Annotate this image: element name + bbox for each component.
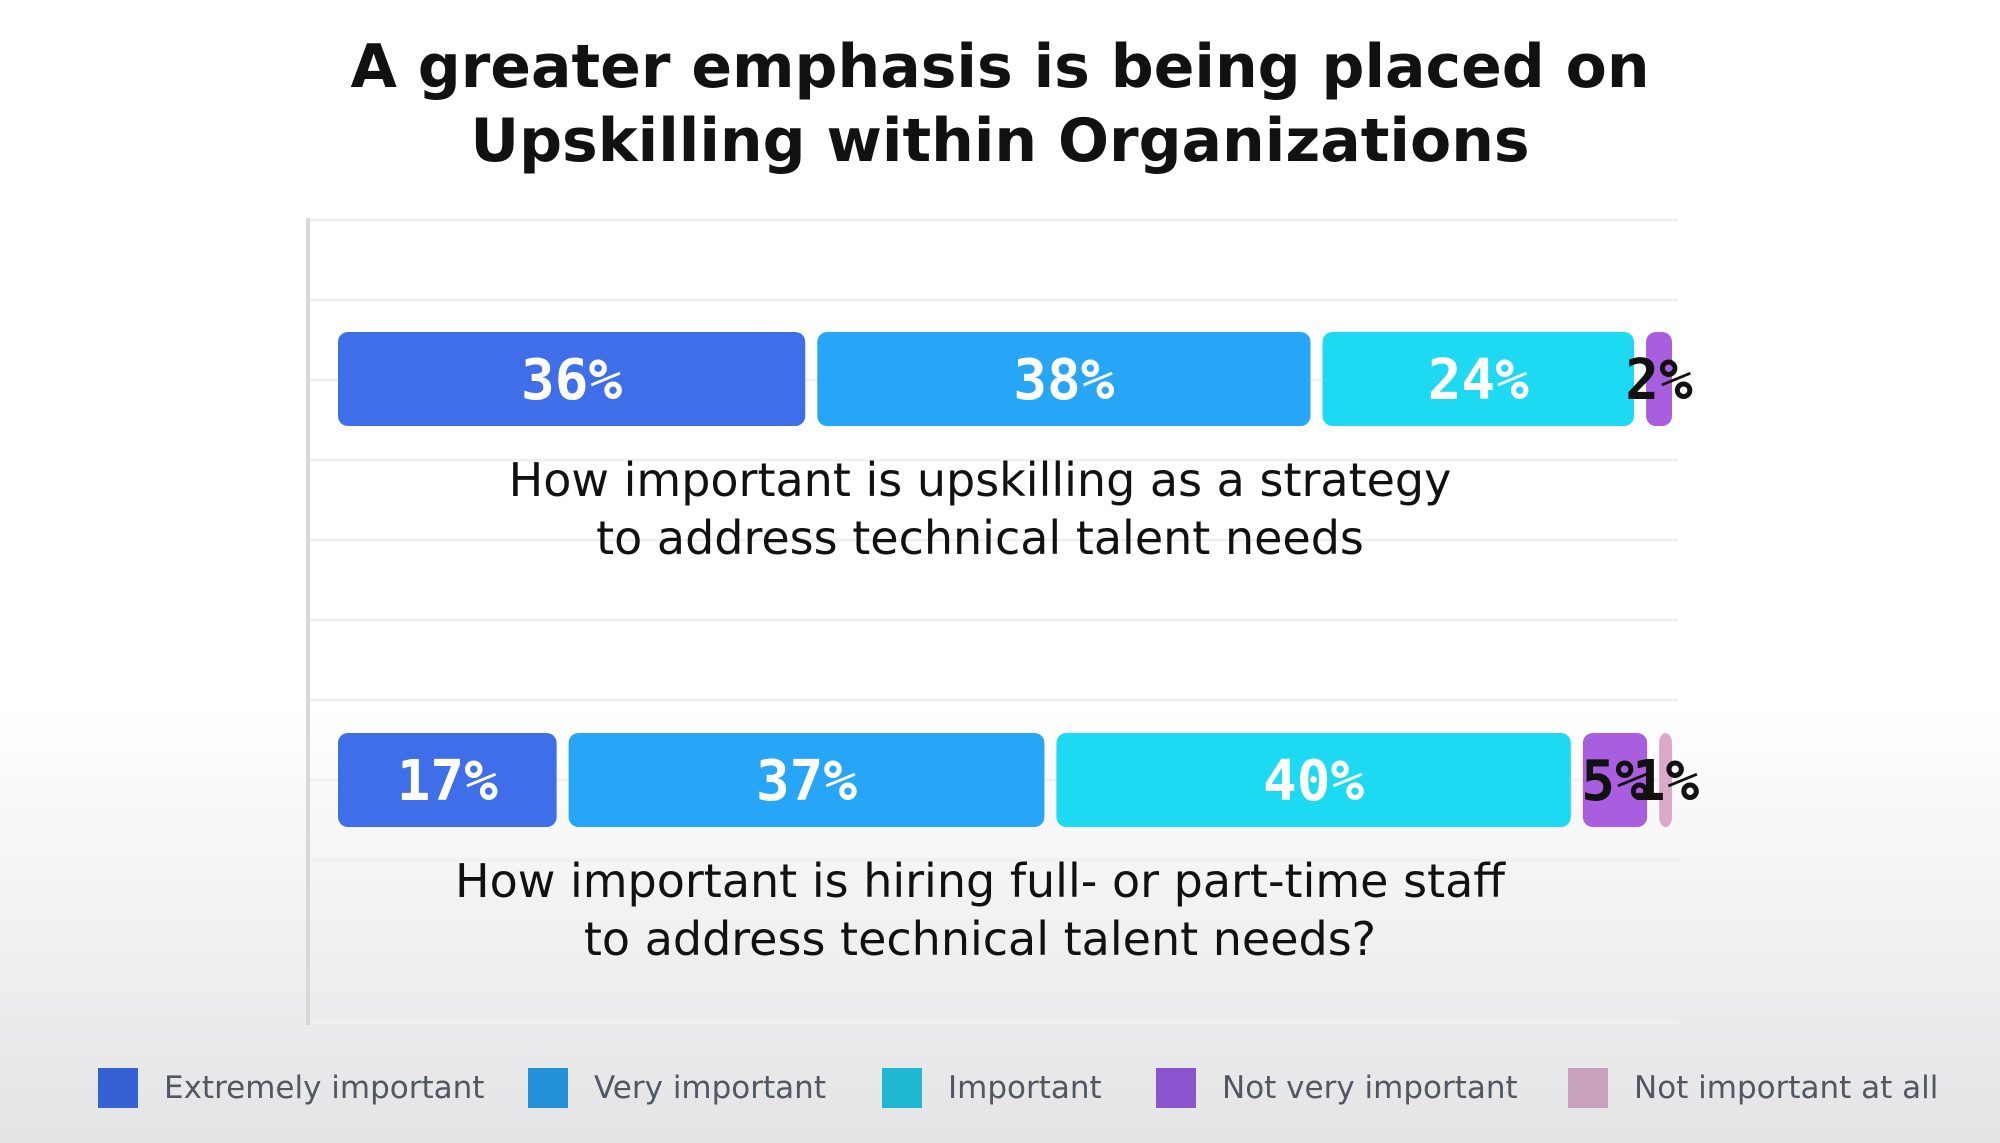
legend-swatch (882, 1068, 922, 1108)
legend-item: Not very important (1156, 1068, 1518, 1108)
legend-label: Extremely important (164, 1070, 485, 1106)
data-label: 5% (1581, 749, 1649, 814)
legend-label: Very important (594, 1070, 826, 1106)
category-label: How important is hiring full- or part-ti… (455, 854, 1506, 908)
bar-segment (1659, 733, 1672, 827)
data-label: 37% (756, 749, 857, 814)
legend-item: Very important (528, 1068, 826, 1108)
category-label: to address technical talent needs? (584, 912, 1376, 966)
legend-swatch (1568, 1068, 1608, 1108)
legend-label: Not important at all (1634, 1070, 1939, 1106)
data-labels: 36% 38% 24% 2% 17% 37% 40% 5%1% (397, 348, 1700, 814)
legend-item: Important (882, 1068, 1102, 1108)
legend: Extremely important Very important Importa… (0, 1060, 2000, 1110)
bars (338, 332, 1672, 827)
legend-swatch (528, 1068, 568, 1108)
legend-swatch (98, 1068, 138, 1108)
legend-item: Not important at all (1568, 1068, 1938, 1108)
data-label: 38% (1013, 348, 1114, 413)
bar-segment (1056, 733, 1571, 827)
bar-segment (338, 332, 806, 426)
data-label: 36% (521, 348, 622, 413)
bar-segment (568, 733, 1045, 827)
data-label: 1% (1632, 749, 1700, 814)
category-labels: How important is upskilling as a strateg… (455, 453, 1506, 966)
chart-title-line-2: Upskilling within Organizations (470, 106, 1530, 176)
legend-swatch (1156, 1068, 1196, 1108)
data-label: 40% (1263, 749, 1364, 814)
legend-label: Important (948, 1070, 1102, 1106)
bar-segment (817, 332, 1311, 426)
category-label: to address technical talent needs (596, 511, 1364, 565)
bar-segment (1582, 733, 1648, 827)
chart-title-line-1: A greater emphasis is being placed on (350, 32, 1650, 102)
data-label: 2% (1625, 348, 1693, 413)
legend-label: Not very important (1222, 1070, 1518, 1106)
data-label: 24% (1428, 348, 1529, 413)
bar-segment (1322, 332, 1635, 426)
stacked-bar-chart: 36% 38% 24% 2% 17% 37% 40% 5%1% How important i… (306, 218, 1700, 1025)
category-label: How important is upskilling as a strateg… (509, 453, 1452, 507)
bar-segment (1646, 332, 1672, 426)
chart-title: A greater emphasis is being placed on Up… (0, 30, 2000, 178)
bar-segment (338, 733, 557, 827)
legend-item: Extremely important (98, 1068, 484, 1108)
data-label: 17% (397, 749, 498, 814)
